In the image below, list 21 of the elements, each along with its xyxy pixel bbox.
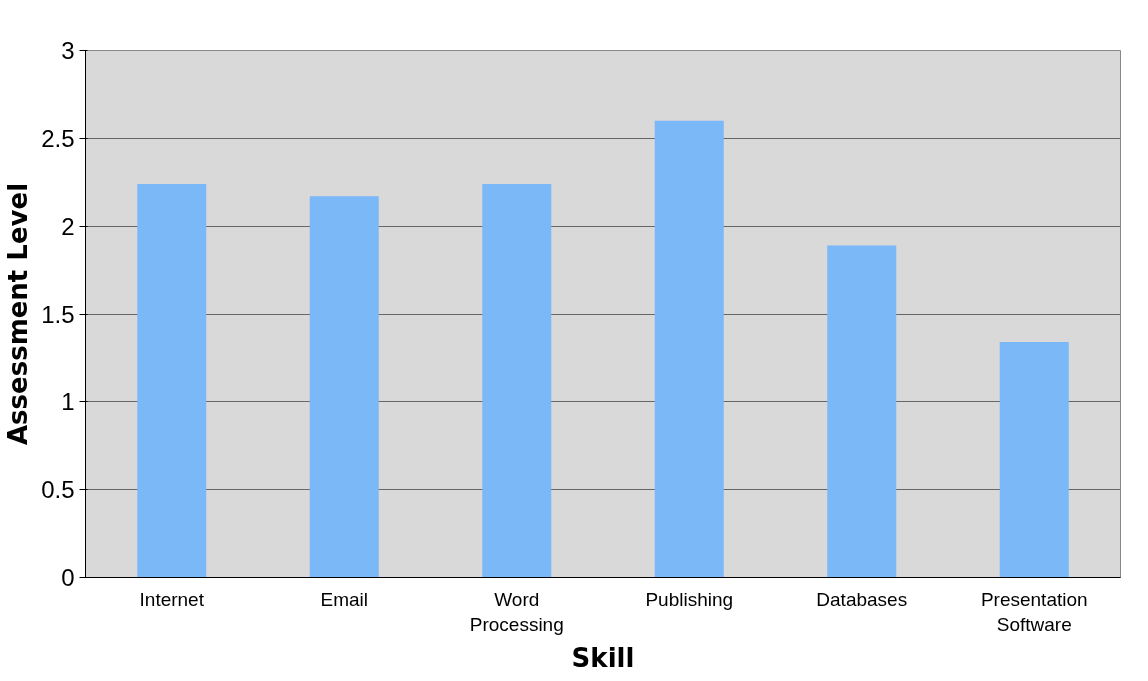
y-tick-label: 0.5 bbox=[41, 476, 75, 504]
y-tick-label: 2.5 bbox=[41, 124, 75, 152]
x-tick-label: Publishing bbox=[645, 588, 734, 610]
x-tick-label: Word Processing bbox=[469, 588, 564, 635]
x-tick-label: Internet bbox=[139, 588, 205, 610]
bar bbox=[827, 245, 897, 578]
y-axis-title: Assessment Level bbox=[3, 182, 34, 446]
y-tick-label: 1 bbox=[61, 388, 75, 416]
x-tick-label: Email bbox=[320, 588, 369, 610]
y-tick-label: 2 bbox=[61, 212, 75, 240]
x-tick-label: Databases bbox=[816, 588, 908, 610]
bar bbox=[482, 184, 552, 578]
x-axis-title: Skill bbox=[571, 642, 635, 673]
y-tick-label: 1.5 bbox=[41, 300, 75, 328]
y-tick-label: 3 bbox=[61, 37, 75, 64]
bar bbox=[999, 342, 1069, 578]
bar bbox=[654, 120, 724, 578]
y-tick-label: 0 bbox=[61, 564, 75, 591]
bar bbox=[309, 196, 379, 578]
x-tick-label: Presentation Software bbox=[980, 588, 1088, 635]
bar bbox=[137, 184, 207, 578]
